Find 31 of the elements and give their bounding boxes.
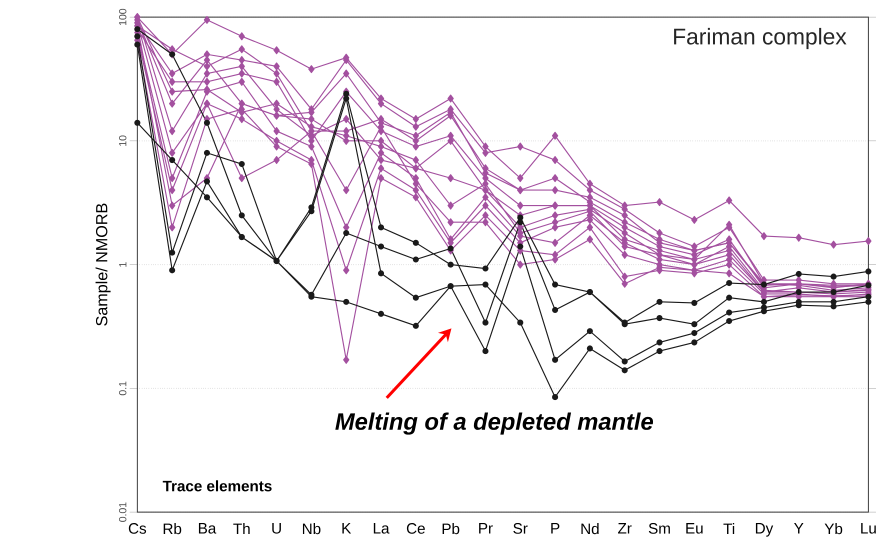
y-tick-label: 1 <box>119 262 126 267</box>
x-tick-label: Nb <box>302 523 320 534</box>
y-axis-title: Sample/ NMORB <box>96 204 111 326</box>
annotation: Trace elements <box>162 480 272 492</box>
x-tick-label: La <box>374 523 390 534</box>
y-tick-label: 0.1 <box>119 382 126 396</box>
x-tick-label: Th <box>233 523 250 534</box>
y-tick-label: 0.01 <box>119 502 126 522</box>
x-tick-label: Ba <box>198 523 216 534</box>
x-tick-label: Lu <box>861 523 876 534</box>
x-tick-label: Eu <box>686 523 703 534</box>
x-tick-label: Ti <box>723 523 734 534</box>
x-tick-label: Sm <box>648 523 670 534</box>
x-tick-label: Y <box>794 523 804 534</box>
x-tick-label: K <box>342 523 352 534</box>
annotation: Melting of a depleted mantle <box>335 412 654 435</box>
x-tick-label: P <box>551 523 560 534</box>
x-tick-label: U <box>272 523 281 534</box>
x-tick-label: Cs <box>128 523 146 534</box>
x-tick-label: Ce <box>406 523 425 534</box>
x-tick-label: Nd <box>581 523 599 534</box>
chart-title: Fariman complex <box>674 28 846 50</box>
x-tick-label: Zr <box>618 523 632 534</box>
x-tick-label: Dy <box>756 523 774 537</box>
x-tick-label: Rb <box>164 523 182 534</box>
x-tick-label: Sr <box>513 523 528 534</box>
x-tick-label: Pb <box>442 523 460 534</box>
x-tick-label: Yb <box>824 523 842 534</box>
y-tick-label: 100 <box>119 8 126 26</box>
y-tick-label: 10 <box>119 136 126 146</box>
x-tick-label: Pr <box>479 523 493 534</box>
